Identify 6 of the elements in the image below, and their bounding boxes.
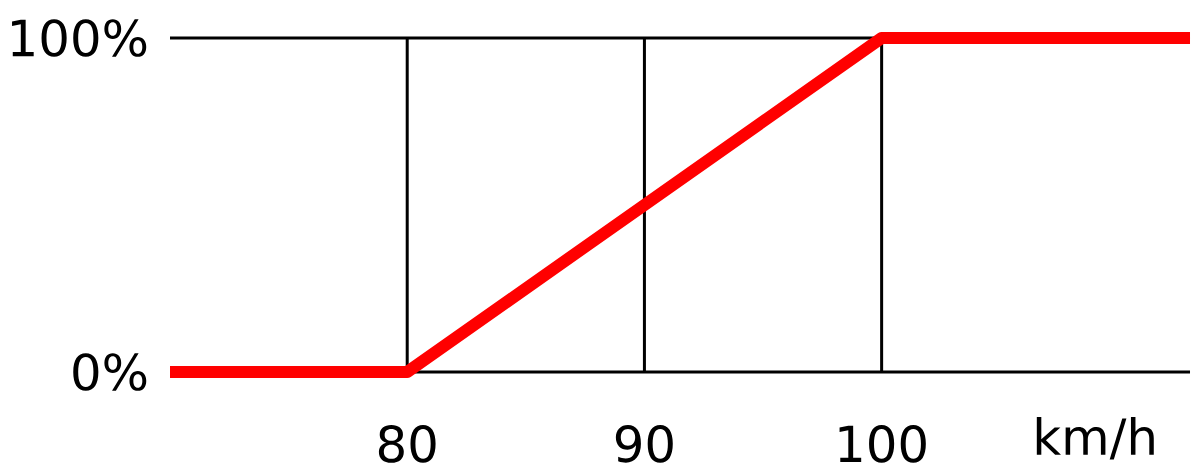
x-tick-label: 90 bbox=[615, 425, 673, 463]
y-tick-label: 100% bbox=[12, 19, 147, 57]
x-tick-label: 100 bbox=[839, 425, 926, 463]
x-tick-label: 80 bbox=[378, 425, 436, 463]
y-tick-label: 0% bbox=[73, 353, 147, 391]
x-axis-title: km/h bbox=[1036, 417, 1154, 460]
